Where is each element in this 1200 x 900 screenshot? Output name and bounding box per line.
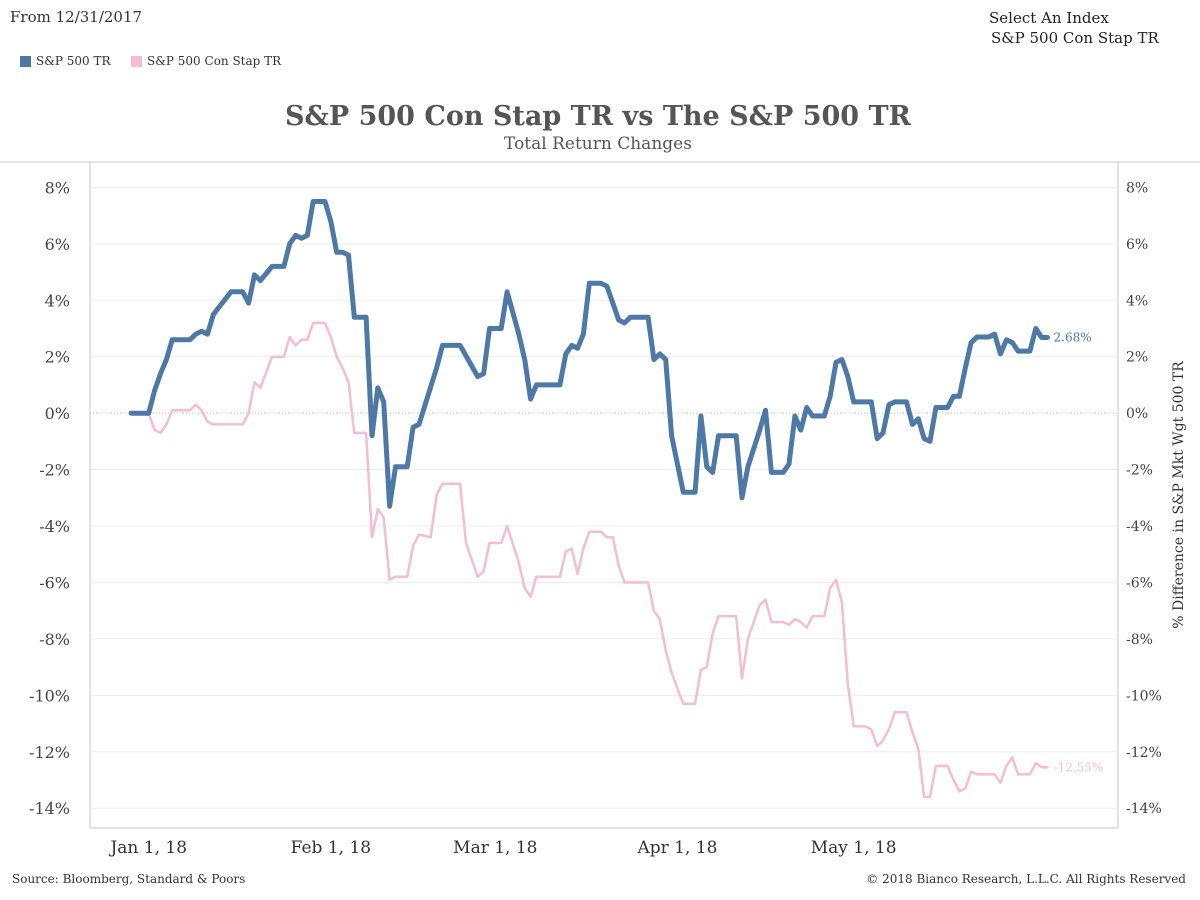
x-tick-label: Jan 1, 18 (108, 838, 187, 858)
y-tick-label: -4% (39, 517, 70, 536)
y-tick-label: -6% (39, 573, 70, 592)
x-tick-label: Feb 1, 18 (291, 838, 371, 858)
y2-tick-label: 4% (1126, 293, 1148, 309)
chart-series (131, 202, 1047, 798)
y2-tick-label: -10% (1126, 688, 1162, 704)
chart-labels: 8% 8% 6% 6% 4% 4% 2% 2% 0% 0% -2% -2% -4% -4% -6% -6% -8… (29, 178, 1187, 858)
copyright-note: © 2018 Bianco Research, L.L.C. All Right… (866, 872, 1186, 886)
y2-tick-label: 8% (1126, 180, 1148, 196)
y-tick-label: -8% (39, 630, 70, 649)
y2-tick-label: 0% (1126, 406, 1148, 422)
y2-tick-label: -6% (1126, 575, 1153, 591)
y-tick-label: 4% (45, 291, 70, 310)
y2-tick-label: -14% (1126, 801, 1162, 817)
y-tick-label: -14% (29, 799, 70, 818)
chart-axes (0, 162, 1200, 828)
grid-lines (90, 187, 1118, 808)
y-tick-label: -12% (29, 743, 70, 762)
x-tick-label: Mar 1, 18 (453, 838, 537, 858)
x-tick-label: Apr 1, 18 (636, 838, 717, 858)
series-line-con-stap-tr[interactable] (131, 323, 1047, 797)
y-tick-label: -2% (39, 461, 70, 480)
y2-tick-label: 6% (1126, 237, 1148, 253)
series-line-sp500-tr[interactable] (131, 202, 1047, 507)
end-label-sp500-tr: 2.68% (1054, 331, 1092, 345)
end-label-con-stap-tr: -12.55% (1054, 760, 1104, 774)
x-tick-label: May 1, 18 (811, 838, 897, 858)
y-tick-label: 0% (45, 404, 70, 423)
y2-tick-label: -8% (1126, 632, 1153, 648)
y2-axis-title: % Difference in S&P Mkt Wgt 500 TR (1171, 361, 1187, 629)
y-tick-label: -10% (29, 686, 70, 705)
source-note: Source: Bloomberg, Standard & Poors (12, 872, 245, 886)
y2-tick-label: -4% (1126, 519, 1153, 535)
chart-plot[interactable]: 8% 8% 6% 6% 4% 4% 2% 2% 0% 0% -2% -2% -4% -4% -6% -6% -8… (0, 0, 1200, 900)
y2-tick-label: 2% (1126, 350, 1148, 366)
y-tick-label: 2% (45, 348, 70, 367)
y-tick-label: 6% (45, 235, 70, 254)
y-tick-label: 8% (45, 178, 70, 197)
y2-tick-label: -2% (1126, 463, 1153, 479)
y2-tick-label: -12% (1126, 745, 1162, 761)
